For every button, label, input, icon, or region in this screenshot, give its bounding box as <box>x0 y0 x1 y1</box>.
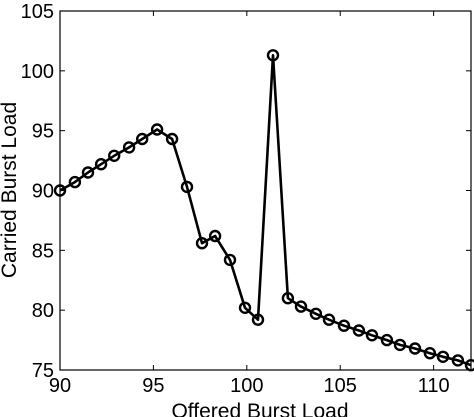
data-point <box>195 236 209 250</box>
data-point <box>223 253 237 267</box>
data-point <box>94 157 108 171</box>
data-point <box>393 338 407 352</box>
data-point <box>68 175 82 189</box>
data-point <box>266 49 280 62</box>
data-point <box>135 132 149 146</box>
data-point <box>107 149 121 163</box>
data-point <box>53 184 67 197</box>
data-point <box>365 329 379 342</box>
data-point <box>281 292 295 305</box>
x-tick-label: 105 <box>324 375 357 397</box>
tick-labels: 90 95 100 105 110 75 80 85 90 95 100 105 <box>21 1 450 397</box>
data-point <box>352 324 366 337</box>
data-point <box>122 141 136 154</box>
data-point <box>451 354 465 367</box>
y-tick-label: 90 <box>32 181 54 203</box>
data-point <box>436 350 450 363</box>
y-tick-label: 100 <box>21 61 54 83</box>
y-tick-label: 80 <box>32 300 54 322</box>
y-tick-label: 85 <box>32 240 54 262</box>
data-point <box>464 359 474 372</box>
data-point <box>309 307 323 320</box>
data-point <box>322 313 336 326</box>
x-axis-label: Offered Burst Load <box>171 400 348 417</box>
data-point <box>81 166 95 179</box>
data-point <box>251 313 265 326</box>
series-markers <box>53 49 474 372</box>
x-tick-label: 95 <box>142 375 164 397</box>
x-tick-label: 110 <box>418 375 450 397</box>
data-point <box>180 180 194 194</box>
data-point <box>337 319 351 332</box>
data-point <box>294 300 308 313</box>
data-point <box>423 347 437 360</box>
y-tick-label: 75 <box>32 360 54 382</box>
data-point <box>238 301 252 314</box>
data-point <box>208 229 222 243</box>
y-axis-label: Carried Burst Load <box>0 102 21 278</box>
data-point <box>380 333 394 347</box>
data-point <box>165 132 179 146</box>
data-point <box>150 123 164 136</box>
x-tick-label: 100 <box>230 375 263 397</box>
y-tick-label: 105 <box>21 1 54 23</box>
data-point <box>408 342 422 355</box>
series-line <box>59 54 472 367</box>
y-tick-label: 95 <box>32 121 54 143</box>
x-tick-label: 90 <box>49 375 71 397</box>
